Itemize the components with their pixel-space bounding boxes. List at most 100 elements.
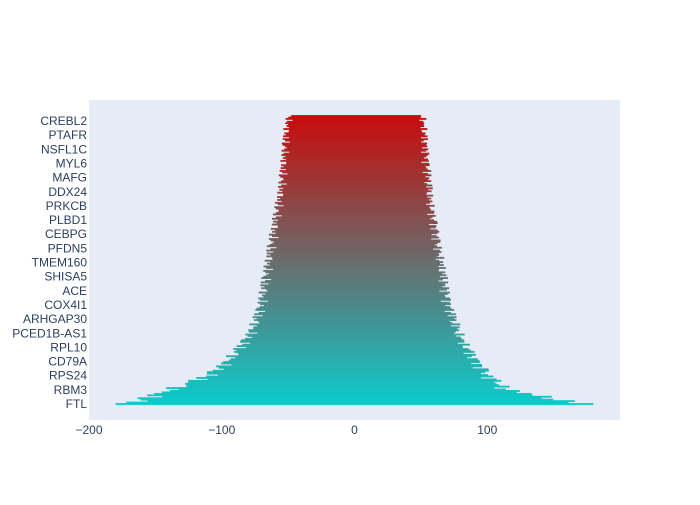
bar <box>283 178 428 181</box>
bar <box>263 275 440 278</box>
bar <box>277 225 437 227</box>
bar <box>260 284 446 287</box>
y-tick-label: NSFL1C <box>41 142 87 156</box>
y-tick-label: DDX24 <box>48 185 87 199</box>
bar <box>271 278 443 281</box>
bar <box>266 249 440 252</box>
bar <box>273 240 441 243</box>
bar <box>154 392 532 395</box>
bar <box>286 125 425 128</box>
y-tick-label: RPS24 <box>49 369 87 383</box>
bar <box>285 139 424 142</box>
bar <box>275 201 430 204</box>
bar <box>212 369 489 372</box>
bar <box>262 314 448 317</box>
bar <box>266 274 447 277</box>
bar <box>282 157 424 159</box>
bar <box>275 216 433 219</box>
bar <box>268 233 432 236</box>
bar <box>286 183 428 185</box>
bar <box>263 265 439 268</box>
bar <box>286 162 430 165</box>
bar <box>270 227 431 230</box>
bar <box>166 387 495 389</box>
bar <box>242 343 470 346</box>
bar <box>286 146 423 149</box>
bar <box>115 403 594 405</box>
bar <box>283 193 427 196</box>
bar <box>282 177 430 180</box>
bar <box>289 151 421 154</box>
bar <box>240 339 465 342</box>
bar <box>285 168 429 171</box>
y-tick-label: SHISA5 <box>44 270 87 284</box>
bar <box>188 379 502 382</box>
bar <box>278 181 425 184</box>
bar <box>281 184 433 187</box>
y-tick-label: ARHGAP30 <box>23 312 87 326</box>
bar <box>263 304 446 307</box>
bar <box>283 135 428 138</box>
bar <box>251 336 461 339</box>
x-tick-labels: −200 −100 0 100 <box>75 423 497 437</box>
bar <box>274 206 430 209</box>
bar <box>275 232 438 235</box>
bar <box>266 262 440 265</box>
bar <box>288 123 424 126</box>
bar <box>230 358 478 361</box>
bar <box>270 254 440 256</box>
bar <box>282 144 427 146</box>
bar <box>234 350 475 353</box>
bar <box>231 364 483 366</box>
bar <box>140 398 554 401</box>
bar <box>258 320 450 323</box>
bar <box>285 145 428 148</box>
bar <box>266 252 439 255</box>
bar <box>255 309 455 311</box>
bar <box>279 188 429 191</box>
bar <box>282 138 428 141</box>
y-tick-label: RBM3 <box>54 383 88 397</box>
x-tick-label: 100 <box>477 423 497 437</box>
bar <box>249 342 458 345</box>
y-tick-label: PRKCB <box>46 199 87 213</box>
bar <box>238 353 476 356</box>
bar <box>273 251 442 253</box>
bar <box>216 365 482 368</box>
bar <box>283 204 435 207</box>
bar <box>281 149 427 152</box>
bar <box>290 141 422 143</box>
bar <box>270 261 444 264</box>
bar <box>283 194 434 197</box>
bar <box>288 116 421 119</box>
bar <box>267 300 441 303</box>
bar <box>178 388 506 391</box>
bar <box>261 294 445 297</box>
bar <box>283 128 428 130</box>
bar <box>207 378 497 381</box>
bar <box>261 277 449 280</box>
bar <box>266 255 438 258</box>
bar <box>237 352 464 355</box>
bar <box>266 245 437 248</box>
bar <box>285 158 429 161</box>
bar <box>287 172 429 175</box>
bar <box>259 306 451 308</box>
bar <box>285 155 427 158</box>
bar <box>256 324 451 327</box>
bar <box>281 214 436 217</box>
y-tick-label: FTL <box>66 397 88 411</box>
bar <box>277 203 427 206</box>
bar <box>217 374 489 376</box>
bar <box>196 377 481 379</box>
bar <box>271 223 429 226</box>
bar <box>277 191 427 194</box>
y-tick-label: PLBD1 <box>49 213 87 227</box>
bar <box>249 323 461 326</box>
bar <box>285 117 427 120</box>
bar <box>272 258 436 261</box>
bar <box>283 187 433 190</box>
bars <box>115 115 594 405</box>
y-tick-label: RPL10 <box>50 340 87 354</box>
bar <box>265 271 446 274</box>
